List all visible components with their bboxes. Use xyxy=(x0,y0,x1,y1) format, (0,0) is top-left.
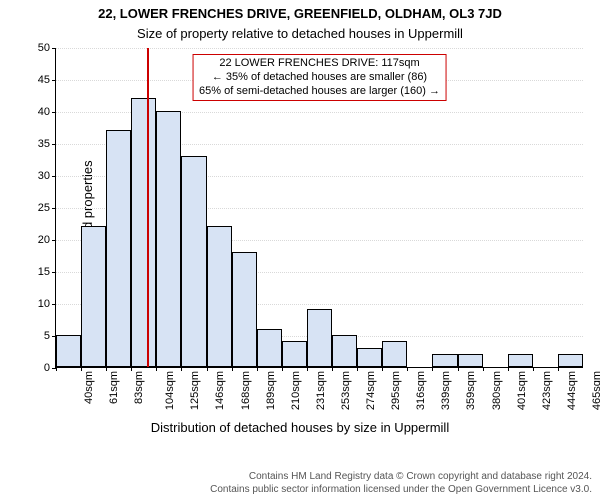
x-tick xyxy=(282,367,283,371)
histogram-bar xyxy=(207,226,232,367)
y-tick xyxy=(52,240,56,241)
x-tick xyxy=(56,367,57,371)
x-tick xyxy=(332,367,333,371)
histogram-bar xyxy=(156,111,181,367)
footer-line1: Contains HM Land Registry data © Crown c… xyxy=(210,471,592,484)
x-tick-label: 83sqm xyxy=(133,371,145,404)
histogram-bar xyxy=(181,156,206,367)
x-tick-label: 274sqm xyxy=(365,371,377,410)
histogram-bar xyxy=(257,329,282,367)
histogram-bar xyxy=(508,354,533,367)
chart-title-line2: Size of property relative to detached ho… xyxy=(0,26,600,41)
x-tick-label: 231sqm xyxy=(315,371,327,410)
histogram-bar xyxy=(357,348,382,367)
y-tick xyxy=(52,272,56,273)
x-tick-label: 316sqm xyxy=(415,371,427,410)
y-tick-label: 40 xyxy=(38,106,50,118)
x-tick xyxy=(458,367,459,371)
annotation-line3: 65% of semi-detached houses are larger (… xyxy=(199,85,440,99)
y-tick xyxy=(52,304,56,305)
x-tick xyxy=(357,367,358,371)
x-tick-label: 423sqm xyxy=(541,371,553,410)
x-axis-label: Distribution of detached houses by size … xyxy=(0,420,600,435)
histogram-bar xyxy=(382,341,407,367)
y-tick-label: 30 xyxy=(38,170,50,182)
y-tick-label: 5 xyxy=(44,330,50,342)
y-tick xyxy=(52,144,56,145)
reference-line xyxy=(147,48,149,367)
y-tick-label: 10 xyxy=(38,298,50,310)
histogram-bar xyxy=(56,335,81,367)
x-tick-label: 380sqm xyxy=(491,371,503,410)
footer-line2: Contains public sector information licen… xyxy=(210,484,592,497)
x-tick xyxy=(307,367,308,371)
y-tick-label: 35 xyxy=(38,138,50,150)
y-tick-label: 15 xyxy=(38,266,50,278)
x-tick xyxy=(257,367,258,371)
x-tick xyxy=(432,367,433,371)
x-tick xyxy=(181,367,182,371)
annotation-line1: 22 LOWER FRENCHES DRIVE: 117sqm xyxy=(199,57,440,71)
histogram-bar xyxy=(81,226,106,367)
plot-area: 0510152025303540455040sqm61sqm83sqm104sq… xyxy=(55,48,583,368)
y-tick xyxy=(52,176,56,177)
y-tick-label: 0 xyxy=(44,362,50,374)
histogram-bar xyxy=(558,354,583,367)
x-tick-label: 104sqm xyxy=(164,371,176,410)
x-tick-label: 253sqm xyxy=(340,371,352,410)
annotation-line2: ← 35% of detached houses are smaller (86… xyxy=(199,71,440,85)
y-tick xyxy=(52,112,56,113)
x-tick xyxy=(508,367,509,371)
x-tick-label: 189sqm xyxy=(265,371,277,410)
x-tick xyxy=(558,367,559,371)
y-tick xyxy=(52,208,56,209)
x-tick xyxy=(483,367,484,371)
x-tick-label: 40sqm xyxy=(83,371,95,404)
histogram-bar xyxy=(458,354,483,367)
x-tick-label: 359sqm xyxy=(466,371,478,410)
x-tick xyxy=(382,367,383,371)
histogram-bar xyxy=(282,341,307,367)
x-tick-label: 401sqm xyxy=(516,371,528,410)
x-tick xyxy=(232,367,233,371)
annotation-box: 22 LOWER FRENCHES DRIVE: 117sqm ← 35% of… xyxy=(192,54,447,101)
x-tick xyxy=(131,367,132,371)
histogram-bar xyxy=(106,130,131,367)
histogram-bar xyxy=(307,309,332,367)
x-tick xyxy=(207,367,208,371)
gridline xyxy=(56,48,583,49)
histogram-bar xyxy=(432,354,457,367)
histogram-bar xyxy=(332,335,357,367)
histogram-bar xyxy=(131,98,156,367)
x-tick-label: 125sqm xyxy=(190,371,202,410)
x-tick-label: 168sqm xyxy=(240,371,252,410)
x-tick-label: 444sqm xyxy=(566,371,578,410)
x-tick-label: 339sqm xyxy=(441,371,453,410)
y-tick xyxy=(52,80,56,81)
x-tick xyxy=(533,367,534,371)
chart-title-line1: 22, LOWER FRENCHES DRIVE, GREENFIELD, OL… xyxy=(0,6,600,21)
x-tick-label: 61sqm xyxy=(108,371,120,404)
y-tick xyxy=(52,48,56,49)
chart-container: 22, LOWER FRENCHES DRIVE, GREENFIELD, OL… xyxy=(0,0,600,500)
x-tick-label: 295sqm xyxy=(390,371,402,410)
y-tick-label: 25 xyxy=(38,202,50,214)
histogram-bar xyxy=(232,252,257,367)
x-tick-label: 210sqm xyxy=(290,371,302,410)
x-tick xyxy=(106,367,107,371)
x-tick xyxy=(407,367,408,371)
y-tick-label: 45 xyxy=(38,74,50,86)
x-tick xyxy=(156,367,157,371)
x-tick-label: 465sqm xyxy=(591,371,600,410)
x-tick xyxy=(81,367,82,371)
y-tick-label: 50 xyxy=(38,42,50,54)
footer-attribution: Contains HM Land Registry data © Crown c… xyxy=(210,471,592,496)
x-tick-label: 146sqm xyxy=(215,371,227,410)
y-tick-label: 20 xyxy=(38,234,50,246)
